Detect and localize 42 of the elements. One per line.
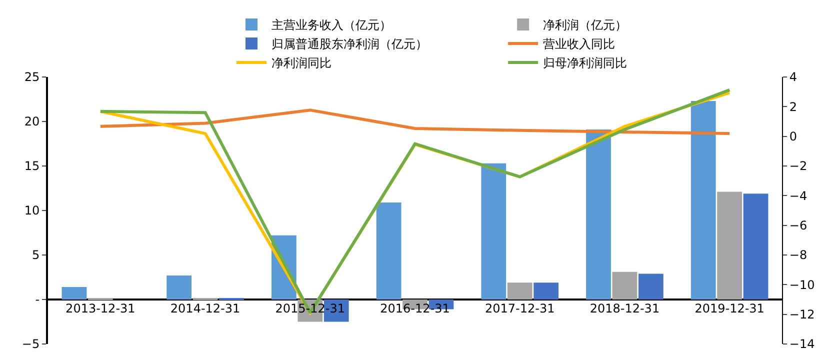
legend-label: 归母净利润同比 (543, 56, 628, 70)
y-tick-label: 25 (24, 70, 40, 84)
bar (62, 287, 87, 300)
y2-tick-label: −12 (789, 308, 815, 322)
y-tick-label: 5 (32, 248, 40, 262)
bar (743, 194, 768, 300)
bar (717, 192, 742, 300)
x-tick-label: 2016-12-31 (380, 302, 450, 316)
x-tick-label: 2019-12-31 (694, 302, 764, 316)
y2-tick-label: −2 (789, 159, 808, 174)
y-tick-label: 20 (24, 114, 40, 129)
y2-tick-label: 4 (789, 70, 798, 84)
y2-tick-label: −14 (789, 337, 815, 352)
line-series (98, 108, 732, 136)
bar (507, 282, 532, 300)
y-tick-label: 15 (24, 159, 40, 174)
bar (481, 163, 506, 300)
x-tick-label: 2013-12-31 (66, 302, 136, 316)
bar (690, 101, 716, 300)
legend-label: 归属普通股东净利润（亿元） (272, 37, 428, 52)
x-tick-label: 2018-12-31 (590, 302, 660, 316)
y2-tick-label: −10 (789, 278, 815, 292)
y2-tick-label: −8 (789, 248, 808, 262)
x-tick-label: 2017-12-31 (484, 302, 555, 316)
y2-tick-label: 0 (789, 130, 798, 144)
legend-label: 净利润（亿元） (543, 18, 628, 32)
legend-label: 营业收入同比 (543, 37, 616, 52)
y2-tick-label: 2 (789, 100, 798, 114)
y2-tick-label: −4 (789, 188, 808, 203)
bar (166, 275, 192, 300)
y2-tick-label: −6 (789, 218, 808, 233)
bar (534, 282, 559, 300)
x-tick-label: 2014-12-31 (170, 302, 240, 316)
y-tick-label: −5 (22, 337, 40, 352)
legend-label: 净利润同比 (272, 56, 332, 70)
y-tick-label: - (35, 292, 40, 307)
bar (586, 130, 611, 300)
bar (612, 272, 638, 300)
bar (376, 202, 402, 300)
y-tick-label: 10 (24, 204, 40, 218)
bar (638, 274, 664, 300)
legend-label: 主营业务收入（亿元） (272, 18, 392, 32)
